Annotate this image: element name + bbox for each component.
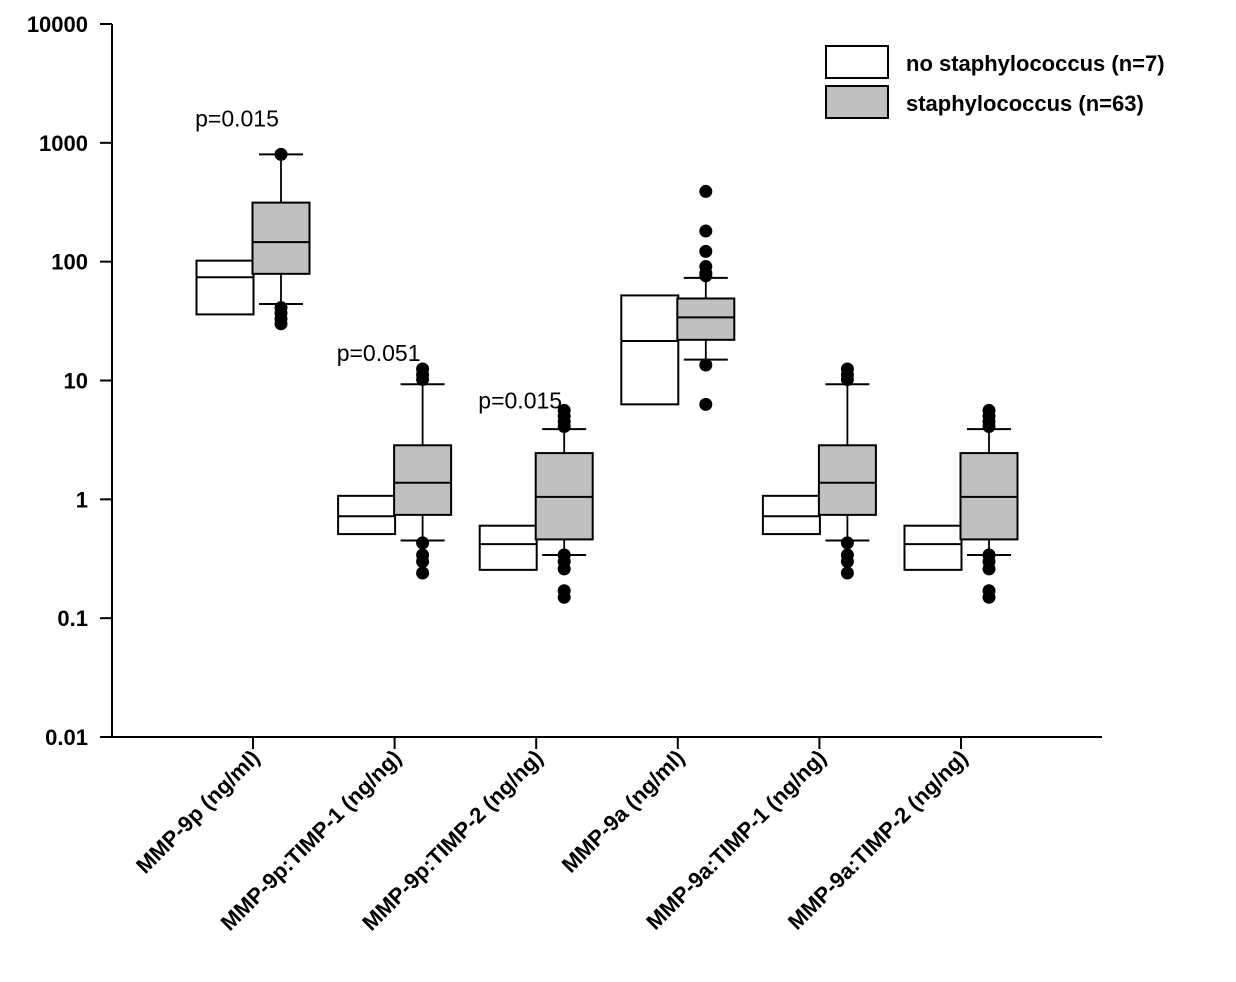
- legend: no staphylococcus (n=7) staphylococcus (n…: [825, 45, 1165, 119]
- y-tick-label: 100: [51, 250, 88, 275]
- y-tick-label: 1000: [39, 131, 88, 156]
- box-iqr: [620, 294, 680, 406]
- box-iqr: [903, 524, 963, 571]
- outlier-point: [840, 362, 854, 376]
- box-no_staph-2: [478, 524, 538, 571]
- y-tick-label: 10: [64, 369, 88, 394]
- y-tick-label: 0.01: [45, 725, 88, 750]
- box-no_staph-5: [903, 524, 963, 571]
- outlier-point: [699, 224, 713, 238]
- box-no_staph-1: [337, 494, 397, 536]
- box-iqr: [761, 494, 821, 536]
- box-iqr: [393, 444, 453, 516]
- outlier-point: [274, 147, 288, 161]
- box-no_staph-3: [620, 294, 680, 406]
- box-iqr: [195, 259, 255, 316]
- outlier-point: [557, 548, 571, 562]
- outlier-point: [274, 301, 288, 315]
- outlier-point: [557, 403, 571, 417]
- box-no_staph-4: [761, 494, 821, 536]
- legend-swatch: [825, 45, 889, 79]
- box-iqr: [251, 201, 311, 275]
- box-staph-2: [534, 403, 594, 604]
- box-iqr: [337, 494, 397, 536]
- outlier-point: [416, 536, 430, 550]
- outlier-point: [699, 260, 713, 274]
- outlier-point: [416, 548, 430, 562]
- x-tick-label: MMP-9a (ng/ml): [557, 745, 690, 878]
- p-value-annotation: p=0.051: [337, 340, 421, 366]
- legend-swatch: [825, 85, 889, 119]
- box-iqr: [478, 524, 538, 571]
- box-no_staph-0: [195, 259, 255, 316]
- legend-label: no staphylococcus (n=7): [906, 51, 1165, 76]
- box-staph-5: [959, 403, 1019, 604]
- outlier-point: [982, 548, 996, 562]
- outlier-point: [416, 566, 430, 580]
- box-staph-1: [393, 362, 453, 580]
- outlier-point: [982, 584, 996, 598]
- outlier-point: [557, 584, 571, 598]
- outlier-point: [699, 397, 713, 411]
- box-staph-3: [676, 184, 736, 411]
- outlier-point: [699, 184, 713, 198]
- y-tick-label: 10000: [27, 12, 88, 37]
- outlier-point: [982, 403, 996, 417]
- box-iqr: [817, 444, 877, 516]
- box-staph-4: [817, 362, 877, 580]
- outlier-point: [416, 362, 430, 376]
- box-staph-0: [251, 147, 311, 331]
- outlier-point: [840, 536, 854, 550]
- p-value-annotation: p=0.015: [195, 106, 279, 132]
- outlier-point: [840, 548, 854, 562]
- outlier-point: [840, 566, 854, 580]
- outlier-point: [699, 244, 713, 258]
- x-tick-label: MMP-9p (ng/ml): [131, 745, 264, 878]
- p-value-annotation: p=0.015: [478, 387, 562, 413]
- box-iqr: [676, 297, 736, 341]
- legend-label: staphylococcus (n=63): [906, 91, 1144, 116]
- y-tick-label: 1: [76, 487, 88, 512]
- y-tick-label: 0.1: [57, 606, 88, 631]
- outlier-point: [699, 358, 713, 372]
